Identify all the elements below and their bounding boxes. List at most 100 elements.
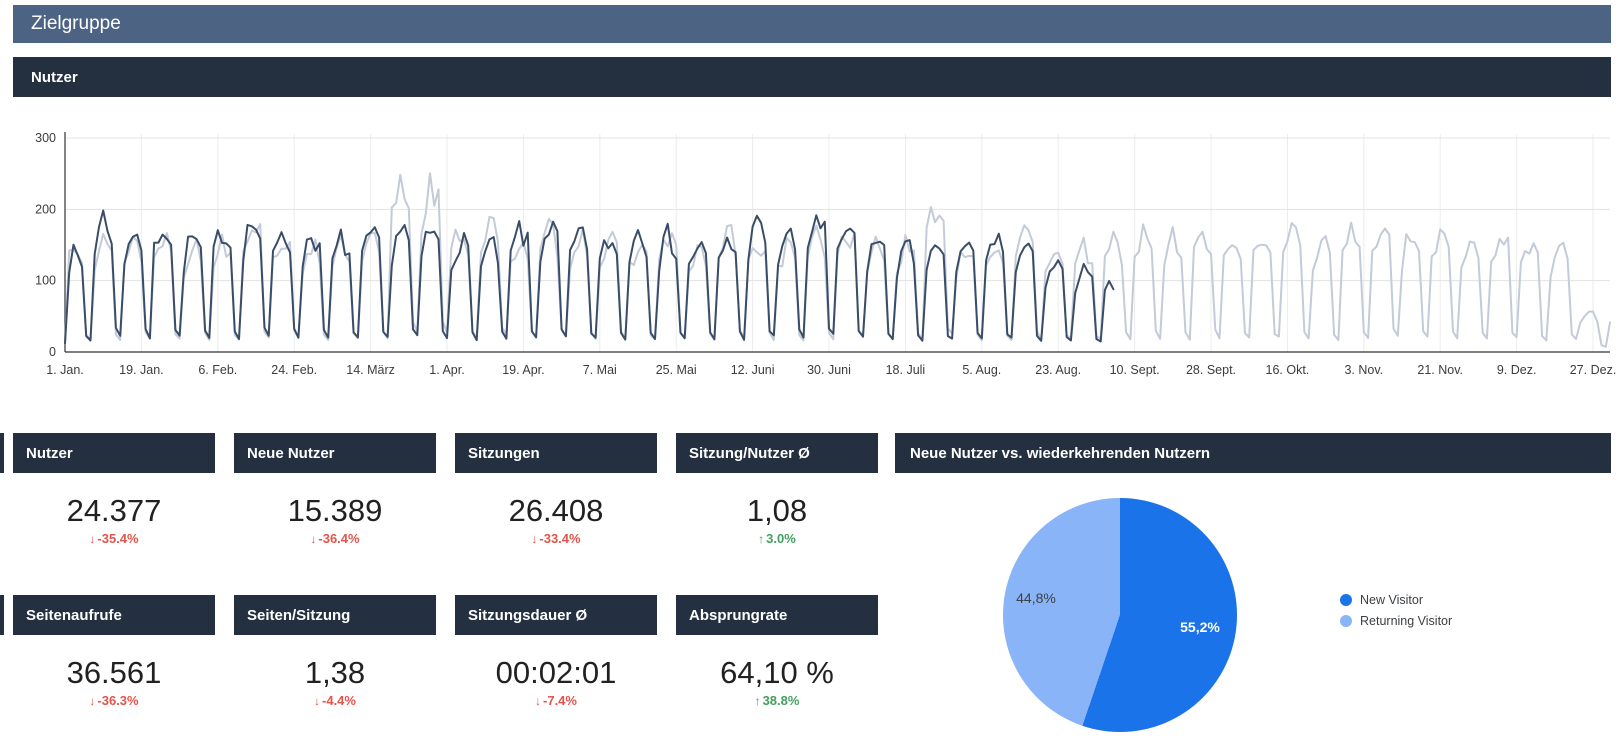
scorecard-delta: ↓ -33.4%: [455, 531, 657, 546]
delta-arrow-icon: ↑: [758, 532, 765, 546]
svg-text:18. Juli: 18. Juli: [886, 363, 926, 377]
delta-arrow-icon: ↑: [754, 694, 761, 708]
svg-text:21. Nov.: 21. Nov.: [1417, 363, 1463, 377]
svg-text:10. Sept.: 10. Sept.: [1110, 363, 1160, 377]
scorecard-delta: ↓ -36.3%: [13, 693, 215, 708]
legend-label: New Visitor: [1360, 592, 1423, 607]
pie-legend: New Visitor Returning Visitor: [1340, 589, 1452, 631]
svg-text:27. Dez.: 27. Dez.: [1570, 363, 1617, 377]
legend-color-dot: [1340, 593, 1352, 606]
pie-slice-label-new-visitor: 55,2%: [1180, 619, 1220, 635]
scorecard: Neue Nutzer 15.389 ↓ -36.4%: [234, 433, 436, 546]
scorecard-title: Seitenaufrufe: [26, 606, 122, 624]
delta-percent: -4.4%: [322, 693, 356, 708]
page-title: Zielgruppe: [31, 13, 121, 34]
cutoff-card-edge: [0, 433, 4, 473]
legend-label: Returning Visitor: [1360, 613, 1453, 628]
delta-percent: -33.4%: [539, 531, 581, 546]
scorecard-delta: ↑ 3.0%: [676, 531, 878, 546]
svg-text:1. Apr.: 1. Apr.: [429, 363, 464, 377]
scorecard-title-bar: Neue Nutzer: [234, 433, 436, 473]
scorecard: Absprungrate 64,10 % ↑ 38.8%: [676, 595, 878, 708]
scorecard: Sitzungsdauer Ø 00:02:01 ↓ -7.4%: [455, 595, 657, 708]
scorecard-title-bar: Sitzungsdauer Ø: [455, 595, 657, 635]
svg-text:6. Feb.: 6. Feb.: [198, 363, 237, 377]
svg-text:7. Mai: 7. Mai: [583, 363, 617, 377]
svg-text:19. Apr.: 19. Apr.: [502, 363, 544, 377]
scorecard-delta: ↓ -36.4%: [234, 531, 436, 546]
scorecard-value: 1,08: [746, 493, 808, 528]
scorecard: Seitenaufrufe 36.561 ↓ -36.3%: [13, 595, 215, 708]
delta-percent: 38.8%: [762, 693, 800, 708]
scorecard-value: 1,38: [304, 655, 366, 690]
delta-percent: -36.4%: [318, 531, 360, 546]
delta-arrow-icon: ↓: [89, 694, 96, 708]
svg-text:19. Jan.: 19. Jan.: [119, 363, 163, 377]
scorecard: Sitzungen 26.408 ↓ -33.4%: [455, 433, 657, 546]
delta-percent: 3.0%: [766, 531, 796, 546]
svg-text:5. Aug.: 5. Aug.: [962, 363, 1001, 377]
delta-arrow-icon: ↓: [314, 694, 321, 708]
scorecard-value: 15.389: [287, 493, 383, 528]
svg-text:0: 0: [49, 345, 56, 359]
delta-arrow-icon: ↓: [531, 532, 538, 546]
scorecard-title-bar: Seiten/Sitzung: [234, 595, 436, 635]
section-title: Nutzer: [31, 68, 78, 86]
delta-percent: -35.4%: [97, 531, 139, 546]
scorecard-value: 36.561: [66, 655, 162, 690]
scorecard-title: Sitzungen: [468, 444, 540, 462]
scorecard-title-bar: Sitzung/Nutzer Ø: [676, 433, 878, 473]
page-title-bar: Zielgruppe: [13, 5, 1611, 43]
scorecard-delta: ↓ -7.4%: [455, 693, 657, 708]
section-header-nutzer: Nutzer: [13, 57, 1611, 97]
cutoff-card-edge: [0, 595, 4, 635]
svg-text:100: 100: [35, 274, 56, 288]
legend-color-dot: [1340, 614, 1352, 627]
scorecard: Sitzung/Nutzer Ø 1,08 ↑ 3.0%: [676, 433, 878, 546]
scorecard-delta: ↑ 38.8%: [676, 693, 878, 708]
legend-item[interactable]: Returning Visitor: [1340, 610, 1452, 631]
scorecard-title: Neue Nutzer: [247, 444, 335, 462]
delta-arrow-icon: ↓: [89, 532, 96, 546]
svg-text:300: 300: [35, 131, 56, 145]
delta-arrow-icon: ↓: [310, 532, 317, 546]
svg-text:3. Nov.: 3. Nov.: [1344, 363, 1383, 377]
delta-percent: -36.3%: [97, 693, 139, 708]
scorecard-value: 00:02:01: [495, 655, 617, 690]
svg-text:200: 200: [35, 202, 56, 216]
scorecard-title: Sitzungsdauer Ø: [468, 606, 588, 624]
new-vs-returning-pie-chart[interactable]: [1003, 498, 1237, 732]
timeseries-plot[interactable]: 1. Jan. 19. Jan. 6. Feb. 24. Feb. 14. März 1.…: [8, 120, 1618, 388]
pie-card-title: Neue Nutzer vs. wiederkehrenden Nutzern: [910, 444, 1211, 462]
svg-text:23. Aug.: 23. Aug.: [1035, 363, 1081, 377]
svg-text:24. Feb.: 24. Feb.: [271, 363, 317, 377]
scorecard: Seiten/Sitzung 1,38 ↓ -4.4%: [234, 595, 436, 708]
scorecard: Nutzer 24.377 ↓ -35.4%: [13, 433, 215, 546]
svg-text:16. Okt.: 16. Okt.: [1266, 363, 1310, 377]
scorecard-title-bar: Absprungrate: [676, 595, 878, 635]
scorecard-delta: ↓ -35.4%: [13, 531, 215, 546]
svg-text:25. Mai: 25. Mai: [656, 363, 697, 377]
scorecard-title-bar: Seitenaufrufe: [13, 595, 215, 635]
scorecard-title: Nutzer: [26, 444, 73, 462]
delta-percent: -7.4%: [543, 693, 577, 708]
delta-arrow-icon: ↓: [535, 694, 542, 708]
scorecard-title: Seiten/Sitzung: [247, 606, 351, 624]
scorecard-title: Sitzung/Nutzer Ø: [689, 444, 810, 462]
scorecard-delta: ↓ -4.4%: [234, 693, 436, 708]
scorecard-title-bar: Sitzungen: [455, 433, 657, 473]
scorecard-value: 64,10 %: [720, 655, 834, 690]
svg-text:30. Juni: 30. Juni: [807, 363, 851, 377]
legend-item[interactable]: New Visitor: [1340, 589, 1452, 610]
pie-card-title-bar: Neue Nutzer vs. wiederkehrenden Nutzern: [895, 433, 1611, 473]
scorecard-title: Absprungrate: [689, 606, 788, 624]
svg-text:9. Dez.: 9. Dez.: [1497, 363, 1537, 377]
users-timeseries-chart[interactable]: 1. Jan. 19. Jan. 6. Feb. 24. Feb. 14. März 1.…: [8, 120, 1618, 388]
scorecard-value: 26.408: [508, 493, 604, 528]
svg-text:12. Juni: 12. Juni: [731, 363, 775, 377]
pie-slice-label-returning-visitor: 44,8%: [1016, 590, 1056, 606]
scorecard-title-bar: Nutzer: [13, 433, 215, 473]
scorecard-value: 24.377: [66, 493, 162, 528]
svg-text:28. Sept.: 28. Sept.: [1186, 363, 1236, 377]
